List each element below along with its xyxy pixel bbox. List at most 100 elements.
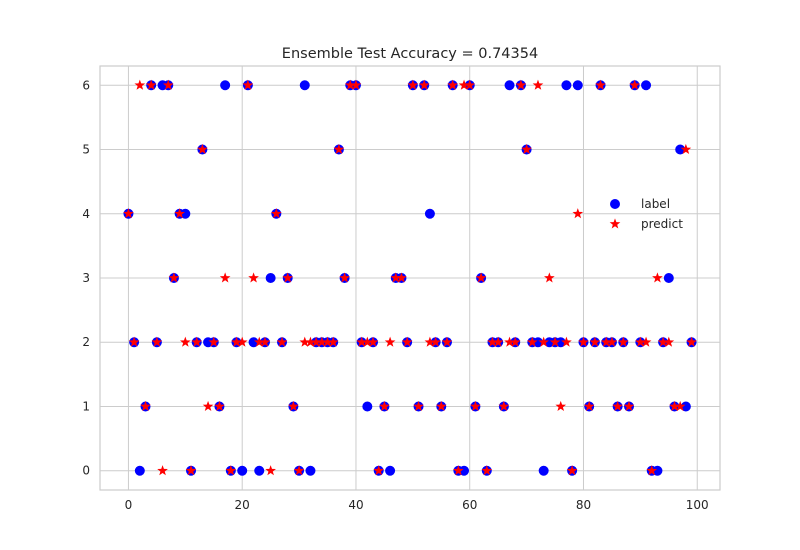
x-tick-label: 40 <box>348 498 363 512</box>
predict-point <box>123 208 134 219</box>
label-point <box>362 401 373 412</box>
predict-point <box>652 272 663 283</box>
predict-point <box>396 272 407 283</box>
predict-point <box>561 336 572 347</box>
label-point <box>680 401 691 412</box>
label-point <box>220 80 231 91</box>
predict-point <box>526 336 538 347</box>
predict-point <box>657 336 669 347</box>
label-point <box>254 465 265 476</box>
predict-point <box>225 465 237 476</box>
predict-point <box>356 336 367 347</box>
predict-point <box>669 400 680 412</box>
tick-labels: 0 20 40 60 80 100 0 1 2 3 4 5 6 <box>82 78 708 512</box>
label-point <box>385 465 396 476</box>
predict-point <box>464 79 476 90</box>
predict-point <box>282 272 294 283</box>
label-point <box>265 273 276 283</box>
label-point <box>424 208 435 219</box>
chart-title: Ensemble Test Accuracy = 0.74354 <box>282 46 538 62</box>
predict-point <box>470 400 481 412</box>
predict-point <box>344 79 356 90</box>
predict-point <box>208 336 220 347</box>
predict-point <box>686 336 697 347</box>
predict-point <box>379 400 390 412</box>
predict-point <box>316 336 328 347</box>
predict-point <box>680 143 692 155</box>
label-point <box>555 337 566 348</box>
x-tick-label: 0 <box>125 498 133 512</box>
y-tick-label: 6 <box>82 78 90 92</box>
predict-point <box>248 272 259 283</box>
predict-point <box>327 336 339 347</box>
predict-point <box>600 336 612 347</box>
predict-point <box>458 79 470 90</box>
legend: label predict <box>609 197 683 231</box>
predict-point <box>202 400 214 412</box>
predict-point <box>532 79 544 90</box>
predict-point <box>413 400 424 412</box>
predict-point <box>674 400 686 412</box>
predict-point <box>629 79 640 90</box>
label-point <box>504 80 515 91</box>
predict-point <box>265 465 276 476</box>
predict-point <box>305 336 316 347</box>
predict-point <box>583 400 595 412</box>
predict-point <box>191 336 203 347</box>
legend-item-predict: predict <box>609 217 683 231</box>
predict-point <box>134 79 146 90</box>
predict-point <box>521 143 532 155</box>
legend-label: predict <box>641 217 683 231</box>
predict-point <box>595 79 606 90</box>
predict-point <box>168 272 180 283</box>
predict-point <box>663 336 675 347</box>
predict-point <box>174 208 185 219</box>
legend-item-label: label <box>610 197 670 211</box>
y-tick-label: 4 <box>82 207 90 221</box>
x-tick-label: 100 <box>686 498 709 512</box>
predict-point <box>515 79 527 90</box>
predict-point <box>390 272 402 283</box>
label-point <box>180 208 191 219</box>
predict-point <box>544 272 555 283</box>
predict-point <box>572 208 584 219</box>
predict-point <box>418 79 430 90</box>
predict-point <box>253 336 265 347</box>
predict-point <box>635 336 646 347</box>
predict-point <box>441 336 453 347</box>
predict-point <box>578 336 589 347</box>
predict-point <box>333 143 345 155</box>
predict-point <box>549 336 561 347</box>
predict-point <box>299 336 311 347</box>
legend-circle-marker <box>610 199 620 209</box>
predict-point <box>219 272 231 283</box>
label-point <box>237 465 248 476</box>
predict-point <box>612 400 623 412</box>
predict-point <box>145 79 157 90</box>
predict-point <box>589 336 601 347</box>
predict-point <box>197 143 208 155</box>
predict-point <box>151 336 163 347</box>
predict-point <box>373 465 385 476</box>
label-point <box>652 465 663 476</box>
label-point <box>675 144 686 155</box>
predict-point <box>162 79 174 90</box>
label-point <box>663 273 674 283</box>
predict-point <box>623 400 635 412</box>
predict-point <box>214 400 225 412</box>
label-point <box>248 337 259 348</box>
x-tick-label: 60 <box>462 498 477 512</box>
predict-point <box>435 400 447 412</box>
label-point <box>641 80 652 91</box>
predict-point <box>453 465 464 476</box>
predict-point <box>401 336 413 347</box>
predict-point <box>538 336 549 347</box>
predict-point <box>384 336 396 347</box>
predict-point <box>362 336 373 347</box>
x-tick-label: 80 <box>576 498 591 512</box>
predict-point <box>180 336 191 347</box>
predict-point <box>504 336 515 347</box>
predict-point <box>128 336 140 347</box>
predict-point <box>447 79 458 90</box>
